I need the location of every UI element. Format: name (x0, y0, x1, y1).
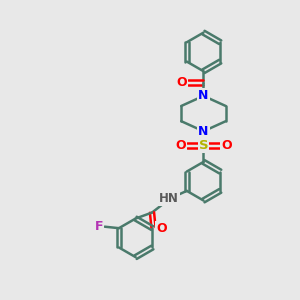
Text: S: S (199, 139, 208, 152)
Text: N: N (198, 89, 209, 102)
Text: N: N (198, 125, 209, 138)
Text: F: F (94, 220, 103, 233)
Text: O: O (157, 222, 167, 236)
Text: O: O (221, 139, 232, 152)
Text: O: O (176, 76, 187, 89)
Text: HN: HN (159, 192, 179, 205)
Text: O: O (175, 139, 186, 152)
